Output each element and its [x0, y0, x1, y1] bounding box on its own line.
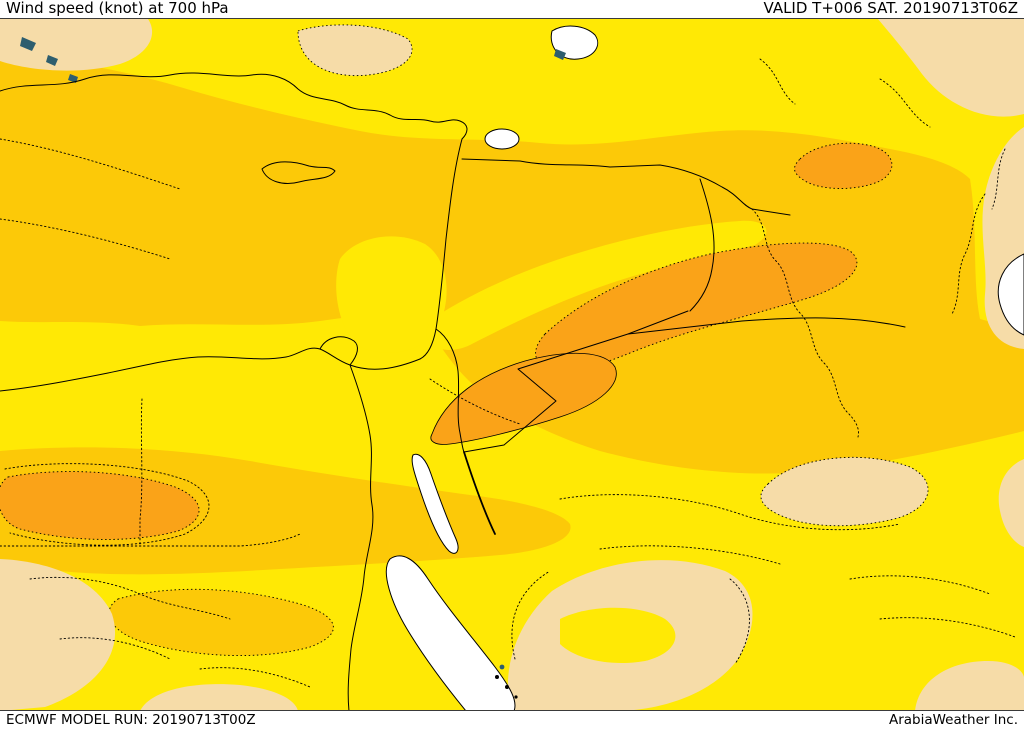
map-canvas	[0, 19, 1024, 710]
aegean-island	[20, 37, 36, 51]
isoline	[879, 617, 1016, 638]
beige-southeast	[760, 456, 929, 527]
credit-label: ArabiaWeather Inc.	[888, 712, 1018, 728]
border-iraq-iran	[751, 208, 859, 438]
isoline	[559, 494, 901, 531]
isoline	[29, 576, 231, 620]
country-borders-solid	[435, 158, 906, 453]
gold-streak-bottom-left	[108, 588, 334, 657]
beige-top-center	[297, 24, 413, 77]
beige-bottom-left	[0, 559, 116, 710]
gold-band-north	[0, 54, 1024, 474]
coast-levant	[419, 138, 463, 360]
fill-yellow-tongues	[336, 220, 767, 353]
map-footer: ECMWF MODEL RUN: 20190713T00Z ArabiaWeat…	[0, 710, 1024, 729]
water-bodies	[385, 25, 1024, 710]
cyprus-island	[261, 161, 336, 184]
isoline	[599, 545, 781, 565]
map-header: Wind speed (knot) at 700 hPa VALID T+006…	[0, 0, 1024, 19]
beige-bottom-right	[915, 661, 1024, 710]
isoline	[0, 138, 181, 190]
beige-bottom-strip	[140, 684, 298, 710]
isoline	[59, 637, 171, 660]
isoline	[511, 570, 551, 660]
beige-top-right	[878, 19, 1024, 117]
page-title: Wind speed (knot) at 700 hPa	[6, 0, 229, 17]
orange-core-jordan	[430, 352, 617, 445]
isoline	[759, 58, 796, 105]
orange-core-west	[0, 471, 200, 540]
orange-core-northeast	[794, 142, 893, 189]
isoline	[429, 378, 521, 425]
red-sea-islet	[514, 695, 518, 699]
beige-top-left	[0, 19, 153, 71]
islands	[20, 37, 566, 699]
gulf-of-aqaba	[463, 451, 496, 535]
valid-time-label: VALID T+006 SAT. 20190713T06Z	[763, 0, 1018, 17]
beige-east-low	[998, 459, 1024, 547]
border-turkey-syria	[461, 158, 791, 216]
border-jordan-iraq	[627, 310, 689, 335]
isoline	[729, 578, 750, 665]
isoline	[991, 148, 1006, 210]
red-sea-islet	[499, 664, 505, 670]
aegean-island	[68, 74, 78, 83]
yellow-corridor	[426, 220, 767, 350]
anatolia-speck	[554, 49, 566, 60]
nile-river	[347, 364, 374, 710]
isoline	[849, 575, 991, 595]
border-israel	[435, 328, 465, 453]
red-sea-islet	[505, 685, 509, 689]
red-sea-islet	[495, 675, 499, 679]
beige-yellow-hole	[560, 607, 676, 664]
persian-gulf	[997, 253, 1024, 336]
border-egypt-libya	[139, 398, 143, 547]
yellow-levant-sea	[336, 236, 447, 353]
dotted-borders-isolines	[0, 58, 1016, 688]
isoline	[0, 218, 171, 260]
coast-anatolia	[0, 72, 468, 140]
isoline	[199, 667, 311, 688]
wind-speed-map	[0, 19, 1024, 710]
nile-delta	[319, 336, 358, 366]
aegean-island	[46, 55, 58, 66]
fill-orange-cores	[0, 142, 893, 540]
gulf-of-suez	[411, 453, 459, 554]
isoline	[879, 78, 931, 128]
fill-beige-patches	[0, 19, 1024, 710]
border-jordan-saudi-iraq	[463, 317, 906, 453]
border-syria-iraq	[689, 178, 715, 312]
model-run-label: ECMWF MODEL RUN: 20190713T00Z	[6, 712, 256, 728]
salt-lake	[484, 128, 520, 150]
isoline	[951, 193, 986, 315]
coastlines	[0, 72, 468, 710]
red-sea	[385, 555, 516, 710]
